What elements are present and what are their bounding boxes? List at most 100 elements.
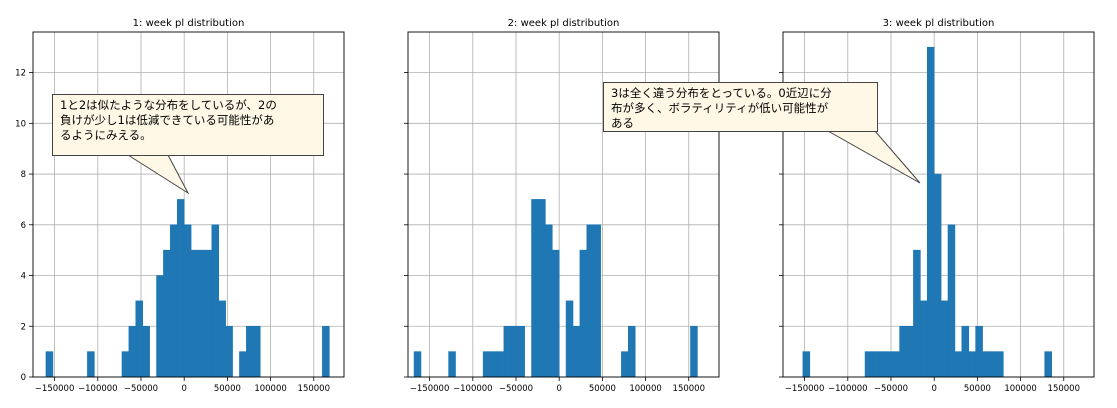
chart-title: 2: week pl distribution — [508, 18, 620, 29]
plot-frame — [782, 31, 1095, 378]
x-tick-label: 0 — [556, 384, 561, 394]
y-tick-label: 2 — [21, 322, 26, 332]
callout-1: 1と2は似たような分布をしているが、2の 負けが少し1は低減できている可能性があ… — [52, 94, 324, 156]
x-tick-label: −100000 — [828, 384, 868, 394]
chart-3: −150000 −100000 −50000 0 50000 100000 150000 3:… — [779, 18, 1095, 394]
x-tick-label: 100000 — [1004, 384, 1036, 394]
histogram-bar — [690, 325, 698, 378]
histogram-bar — [496, 351, 505, 378]
histogram-bar — [864, 351, 873, 378]
histogram-bar — [933, 173, 942, 378]
histogram-bar — [572, 325, 581, 378]
histogram-bar — [545, 224, 553, 378]
histogram-bar — [170, 224, 178, 378]
y-tick-label: 0 — [21, 373, 26, 383]
histogram-bar — [531, 199, 539, 378]
histogram-bar — [489, 351, 498, 378]
histogram-bar — [947, 224, 956, 378]
histogram-bar — [627, 325, 636, 378]
histogram-bar — [989, 351, 997, 378]
x-tick-label: −150000 — [785, 384, 825, 394]
x-tick-label: 50000 — [589, 384, 616, 394]
histogram-bar — [802, 351, 811, 378]
histogram-bar — [551, 249, 560, 378]
histogram-bar — [961, 325, 970, 378]
histogram-bar — [982, 351, 990, 378]
histogram-bar — [218, 300, 226, 378]
x-tick-label: 150000 — [1048, 384, 1080, 394]
x-tick-label: −100000 — [78, 384, 118, 394]
callout-2-pointer — [826, 130, 921, 184]
chart-title: 3: week pl distribution — [883, 18, 995, 29]
histogram-bar — [621, 351, 629, 378]
histogram-bar — [593, 224, 601, 378]
chart-title: 1: week pl distribution — [133, 18, 245, 29]
histogram-bar — [1044, 351, 1052, 378]
histogram-bar — [538, 199, 546, 378]
histogram-bar — [413, 351, 422, 378]
histogram-bar — [448, 351, 456, 378]
y-tick-label: 10 — [15, 119, 26, 129]
histogram-bar — [996, 351, 1004, 378]
x-tick-label: 0 — [181, 384, 186, 394]
histogram-bar — [204, 249, 213, 378]
y-tick-label: 4 — [21, 272, 26, 282]
x-tick-label: −150000 — [410, 384, 450, 394]
histogram-bar — [586, 224, 595, 378]
histogram-bar — [926, 46, 935, 378]
x-tick-label: 0 — [931, 384, 936, 394]
x-tick-label: −150000 — [35, 384, 75, 394]
histogram-bar — [197, 249, 206, 378]
y-tick-label: 12 — [15, 69, 26, 79]
y-tick-label: 6 — [21, 221, 26, 231]
x-tick-label: 150000 — [673, 384, 705, 394]
histogram-bar — [565, 300, 574, 378]
histogram-bar — [45, 351, 54, 378]
histogram-bar — [156, 275, 164, 378]
x-tick-label: −50000 — [874, 384, 908, 394]
x-tick-label: 100000 — [254, 384, 286, 394]
histogram-bar — [176, 199, 185, 378]
histogram-bar — [920, 300, 928, 378]
histogram-bar — [183, 224, 192, 378]
histogram-bar — [87, 351, 95, 378]
x-tick-label: 50000 — [214, 384, 241, 394]
histogram-bar — [968, 351, 976, 378]
histogram-bar — [510, 325, 519, 378]
histogram-bar — [163, 249, 171, 378]
chart-1: −150000 −100000 −50000 0 50000 100000 150000 0 2… — [15, 18, 345, 394]
chart-2: −150000 −100000 −50000 0 50000 100000 150000 2:… — [404, 18, 720, 394]
histogram-bar — [190, 249, 199, 378]
histogram-bar — [878, 351, 887, 378]
histogram-bar — [940, 300, 949, 378]
callout-2: 3は全く違う分布をとっている。0近辺に分 布が多く、ボラティリティが低い可能性が… — [603, 82, 878, 132]
histogram-bar — [252, 325, 261, 378]
histogram-bar — [517, 325, 525, 378]
histogram-bar — [899, 325, 907, 378]
histogram-bar — [503, 325, 512, 378]
histogram-bar — [121, 351, 130, 378]
histogram-bar — [246, 325, 254, 378]
histogram-bar — [142, 325, 150, 378]
histogram-bar — [322, 325, 330, 378]
x-tick-label: −100000 — [453, 384, 493, 394]
histogram-bar — [871, 351, 880, 378]
histogram-bar — [211, 224, 220, 378]
plot-frame — [32, 31, 345, 378]
histogram-bar — [225, 325, 233, 378]
histogram-bar — [128, 325, 137, 378]
y-tick-label: 8 — [21, 170, 26, 180]
histogram-bar — [579, 249, 588, 378]
histogram-bar — [885, 351, 894, 378]
plot-frame — [407, 31, 720, 378]
x-tick-label: −50000 — [499, 384, 533, 394]
x-tick-label: 50000 — [964, 384, 991, 394]
histogram-bar — [135, 300, 144, 378]
histogram-bar — [975, 325, 983, 378]
histogram-bar — [482, 351, 491, 378]
histogram-bar — [906, 325, 914, 378]
x-tick-label: 100000 — [629, 384, 661, 394]
histogram-bar — [954, 351, 963, 378]
x-tick-label: −50000 — [124, 384, 158, 394]
